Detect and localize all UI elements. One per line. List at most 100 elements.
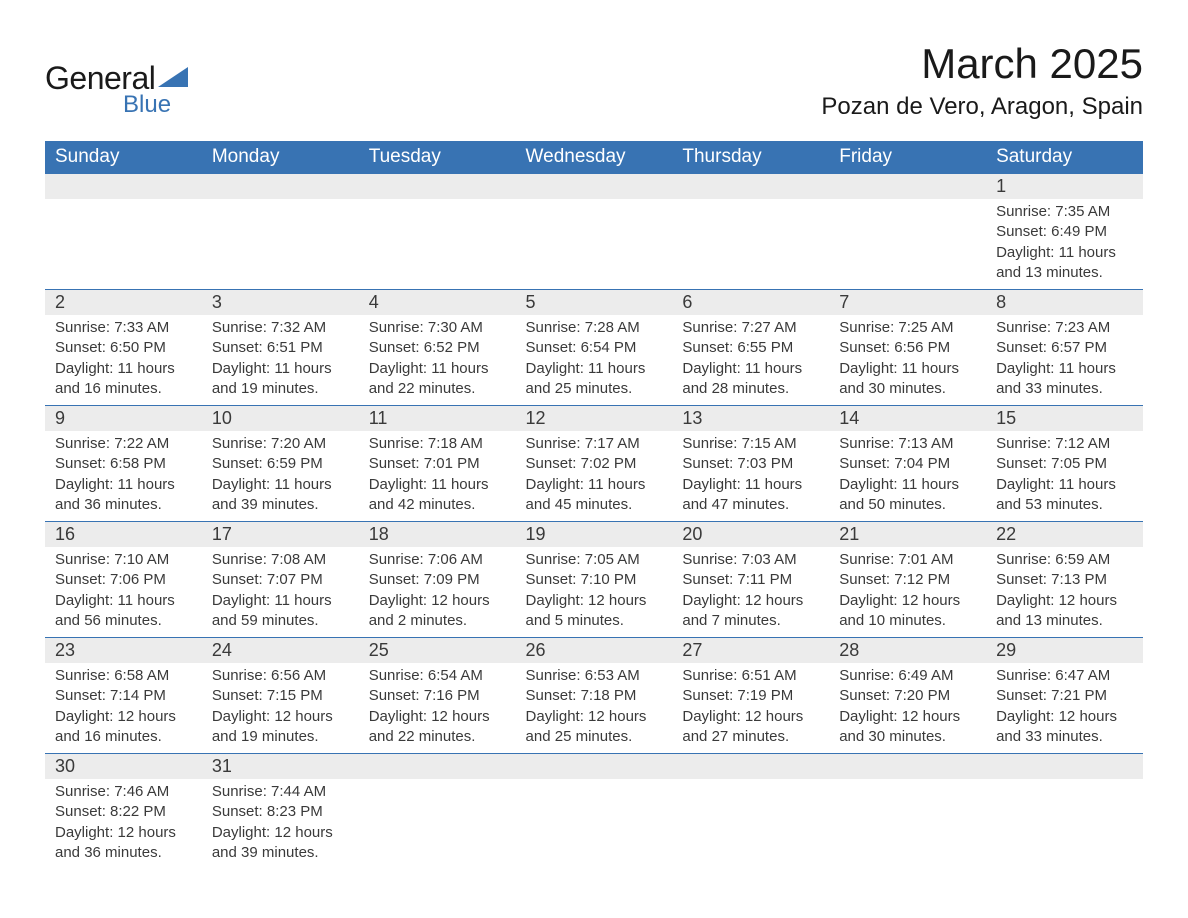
day-number: 11	[359, 406, 516, 431]
daylight-text: Daylight: 11 hours and 28 minutes.	[682, 359, 819, 400]
day-content-cell: Sunrise: 7:01 AMSunset: 7:12 PMDaylight:…	[829, 547, 986, 638]
sunset-text: Sunset: 8:23 PM	[212, 802, 349, 822]
daylight-text: Daylight: 12 hours and 27 minutes.	[682, 707, 819, 748]
day-header-thursday: Thursday	[672, 141, 829, 174]
daylight-text: Daylight: 11 hours and 33 minutes.	[996, 359, 1133, 400]
sunset-text: Sunset: 7:16 PM	[369, 686, 506, 706]
day-number-cell: 10	[202, 406, 359, 432]
day-content: Sunrise: 7:17 AMSunset: 7:02 PMDaylight:…	[516, 431, 673, 521]
day-number: 22	[986, 522, 1143, 547]
day-content-cell: Sunrise: 7:08 AMSunset: 7:07 PMDaylight:…	[202, 547, 359, 638]
day-content: Sunrise: 7:15 AMSunset: 7:03 PMDaylight:…	[672, 431, 829, 521]
sunrise-text: Sunrise: 7:32 AM	[212, 318, 349, 338]
day-content-cell: Sunrise: 7:32 AMSunset: 6:51 PMDaylight:…	[202, 315, 359, 406]
day-number-cell	[829, 754, 986, 780]
sunset-text: Sunset: 6:57 PM	[996, 338, 1133, 358]
day-number-cell: 15	[986, 406, 1143, 432]
sunset-text: Sunset: 6:55 PM	[682, 338, 819, 358]
day-number-cell: 24	[202, 638, 359, 664]
day-number: 2	[45, 290, 202, 315]
day-number-cell: 7	[829, 290, 986, 316]
day-number-cell	[516, 754, 673, 780]
day-number: 20	[672, 522, 829, 547]
day-number-cell: 28	[829, 638, 986, 664]
week-number-row: 9101112131415	[45, 406, 1143, 432]
sunrise-text: Sunrise: 6:58 AM	[55, 666, 192, 686]
calendar-body: 1Sunrise: 7:35 AMSunset: 6:49 PMDaylight…	[45, 174, 1143, 870]
sunset-text: Sunset: 6:51 PM	[212, 338, 349, 358]
sunset-text: Sunset: 6:54 PM	[526, 338, 663, 358]
day-number: 4	[359, 290, 516, 315]
sunset-text: Sunset: 7:02 PM	[526, 454, 663, 474]
day-number-cell: 29	[986, 638, 1143, 664]
week-content-row: Sunrise: 6:58 AMSunset: 7:14 PMDaylight:…	[45, 663, 1143, 754]
day-number-cell: 17	[202, 522, 359, 548]
day-content-cell	[672, 199, 829, 290]
day-content-cell: Sunrise: 6:51 AMSunset: 7:19 PMDaylight:…	[672, 663, 829, 754]
day-number: 26	[516, 638, 673, 663]
day-header-saturday: Saturday	[986, 141, 1143, 174]
day-content-cell: Sunrise: 7:05 AMSunset: 7:10 PMDaylight:…	[516, 547, 673, 638]
daylight-text: Daylight: 11 hours and 25 minutes.	[526, 359, 663, 400]
daylight-text: Daylight: 12 hours and 16 minutes.	[55, 707, 192, 748]
sunset-text: Sunset: 7:21 PM	[996, 686, 1133, 706]
day-content: Sunrise: 7:18 AMSunset: 7:01 PMDaylight:…	[359, 431, 516, 521]
day-content: Sunrise: 7:25 AMSunset: 6:56 PMDaylight:…	[829, 315, 986, 405]
day-content: Sunrise: 7:03 AMSunset: 7:11 PMDaylight:…	[672, 547, 829, 637]
day-content-cell: Sunrise: 7:10 AMSunset: 7:06 PMDaylight:…	[45, 547, 202, 638]
day-number: 8	[986, 290, 1143, 315]
day-content-cell: Sunrise: 6:49 AMSunset: 7:20 PMDaylight:…	[829, 663, 986, 754]
sunset-text: Sunset: 6:52 PM	[369, 338, 506, 358]
day-content-cell: Sunrise: 7:35 AMSunset: 6:49 PMDaylight:…	[986, 199, 1143, 290]
day-content: Sunrise: 7:28 AMSunset: 6:54 PMDaylight:…	[516, 315, 673, 405]
day-number-cell: 9	[45, 406, 202, 432]
day-content-cell: Sunrise: 7:06 AMSunset: 7:09 PMDaylight:…	[359, 547, 516, 638]
sunrise-text: Sunrise: 7:08 AM	[212, 550, 349, 570]
day-number: 23	[45, 638, 202, 663]
day-content-cell: Sunrise: 7:23 AMSunset: 6:57 PMDaylight:…	[986, 315, 1143, 406]
day-number-cell: 22	[986, 522, 1143, 548]
day-number-cell	[202, 174, 359, 200]
logo-triangle-icon	[158, 65, 190, 94]
daylight-text: Daylight: 12 hours and 36 minutes.	[55, 823, 192, 864]
sunset-text: Sunset: 7:09 PM	[369, 570, 506, 590]
sunrise-text: Sunrise: 7:10 AM	[55, 550, 192, 570]
day-content-cell: Sunrise: 7:33 AMSunset: 6:50 PMDaylight:…	[45, 315, 202, 406]
day-content-cell: Sunrise: 7:20 AMSunset: 6:59 PMDaylight:…	[202, 431, 359, 522]
day-number: 25	[359, 638, 516, 663]
daylight-text: Daylight: 11 hours and 59 minutes.	[212, 591, 349, 632]
sunset-text: Sunset: 7:03 PM	[682, 454, 819, 474]
sunset-text: Sunset: 8:22 PM	[55, 802, 192, 822]
day-number-cell: 27	[672, 638, 829, 664]
sunrise-text: Sunrise: 7:35 AM	[996, 202, 1133, 222]
sunset-text: Sunset: 7:05 PM	[996, 454, 1133, 474]
sunrise-text: Sunrise: 7:03 AM	[682, 550, 819, 570]
daylight-text: Daylight: 12 hours and 10 minutes.	[839, 591, 976, 632]
day-content-cell: Sunrise: 7:28 AMSunset: 6:54 PMDaylight:…	[516, 315, 673, 406]
day-content: Sunrise: 6:59 AMSunset: 7:13 PMDaylight:…	[986, 547, 1143, 637]
daylight-text: Daylight: 11 hours and 16 minutes.	[55, 359, 192, 400]
day-number-cell: 16	[45, 522, 202, 548]
day-content: Sunrise: 7:12 AMSunset: 7:05 PMDaylight:…	[986, 431, 1143, 521]
day-number: 1	[986, 174, 1143, 199]
daylight-text: Daylight: 12 hours and 2 minutes.	[369, 591, 506, 632]
day-content: Sunrise: 6:47 AMSunset: 7:21 PMDaylight:…	[986, 663, 1143, 753]
day-content: Sunrise: 6:56 AMSunset: 7:15 PMDaylight:…	[202, 663, 359, 753]
day-number-cell: 20	[672, 522, 829, 548]
daylight-text: Daylight: 11 hours and 42 minutes.	[369, 475, 506, 516]
day-content-cell: Sunrise: 6:54 AMSunset: 7:16 PMDaylight:…	[359, 663, 516, 754]
day-number-cell: 23	[45, 638, 202, 664]
day-number-cell	[359, 754, 516, 780]
sunrise-text: Sunrise: 7:28 AM	[526, 318, 663, 338]
day-number: 21	[829, 522, 986, 547]
sunrise-text: Sunrise: 7:44 AM	[212, 782, 349, 802]
day-content-cell	[359, 199, 516, 290]
logo-blue-text: Blue	[123, 91, 190, 119]
day-number-cell: 14	[829, 406, 986, 432]
day-content: Sunrise: 6:54 AMSunset: 7:16 PMDaylight:…	[359, 663, 516, 753]
week-number-row: 2345678	[45, 290, 1143, 316]
sunset-text: Sunset: 7:14 PM	[55, 686, 192, 706]
day-content-cell: Sunrise: 7:27 AMSunset: 6:55 PMDaylight:…	[672, 315, 829, 406]
day-content: Sunrise: 7:20 AMSunset: 6:59 PMDaylight:…	[202, 431, 359, 521]
day-number-cell: 8	[986, 290, 1143, 316]
